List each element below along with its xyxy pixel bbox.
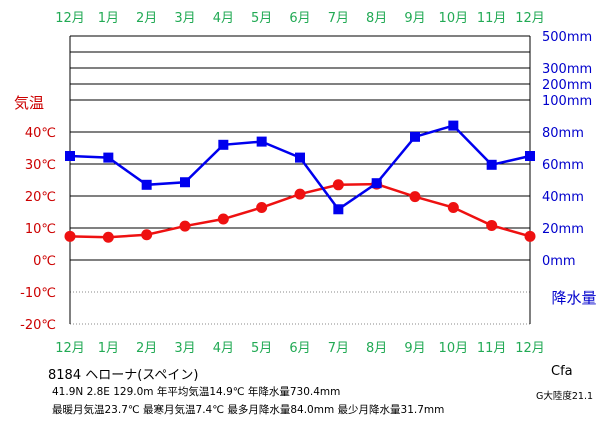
precipitation-point bbox=[486, 159, 497, 170]
precipitation-axis-title: 降水量 bbox=[551, 289, 596, 307]
precipitation-point bbox=[141, 179, 152, 190]
precipitation-point bbox=[65, 151, 75, 161]
precipitation-point bbox=[256, 136, 267, 147]
chart-series bbox=[64, 120, 536, 243]
continentality-index: G大陸度21.1 bbox=[536, 391, 594, 402]
temperature-axis-title: 気温 bbox=[14, 94, 44, 112]
month-label-top: 7月 bbox=[328, 11, 349, 26]
precipitation-point bbox=[333, 204, 344, 215]
month-label-top: 1月 bbox=[98, 11, 119, 26]
temperature-tick-label: 20℃ bbox=[25, 190, 56, 205]
month-label-bottom: 1月 bbox=[98, 341, 119, 356]
precipitation-tick-label: 60mm bbox=[542, 158, 584, 173]
temperature-point bbox=[256, 202, 268, 214]
temperature-point bbox=[447, 202, 459, 214]
temperature-tick-label: 0℃ bbox=[33, 254, 56, 269]
month-label-bottom: 10月 bbox=[439, 341, 469, 356]
month-label-top: 2月 bbox=[136, 11, 157, 26]
temperature-point bbox=[64, 230, 76, 242]
station-name: 8184 ヘローナ(スペイン) bbox=[48, 368, 199, 383]
month-label-bottom: 2月 bbox=[136, 341, 157, 356]
month-label-bottom: 9月 bbox=[404, 341, 425, 356]
temperature-tick-label: -10℃ bbox=[20, 286, 56, 301]
precipitation-point bbox=[103, 152, 114, 163]
month-label-top: 3月 bbox=[174, 11, 195, 26]
top-month-labels: 12月 1月 2月 3月 4月 5月 6月 7月 8月 9月 10月 11月 12月 bbox=[55, 11, 545, 26]
month-label-bottom: 6月 bbox=[289, 341, 310, 356]
temperature-point bbox=[141, 229, 153, 241]
precipitation-tick-label: 300mm bbox=[542, 62, 592, 77]
precipitation-tick-label: 500mm bbox=[542, 30, 592, 45]
precipitation-point bbox=[448, 120, 459, 131]
temperature-point bbox=[179, 220, 191, 232]
precipitation-point bbox=[525, 151, 535, 161]
month-label-bottom: 7月 bbox=[328, 341, 349, 356]
temperature-point bbox=[217, 213, 229, 225]
precipitation-point bbox=[180, 177, 190, 188]
precipitation-tick-label: 20mm bbox=[542, 222, 584, 237]
temperature-point bbox=[486, 219, 498, 231]
temperature-tick-label: 40℃ bbox=[25, 126, 56, 141]
month-label-bottom: 11月 bbox=[477, 341, 507, 356]
station-stats-line-2: 最暖月気温23.7℃ 最寒月気温7.4℃ 最多月降水量84.0mm 最少月降水量… bbox=[52, 404, 445, 416]
bottom-month-labels: 12月 1月 2月 3月 4月 5月 6月 7月 8月 9月 10月 11月 12月 bbox=[55, 341, 545, 356]
precipitation-point bbox=[410, 131, 420, 142]
precipitation-point bbox=[371, 178, 382, 189]
month-label-top: 8月 bbox=[366, 11, 387, 26]
chart-grid bbox=[69, 35, 531, 325]
month-label-bottom: 8月 bbox=[366, 341, 387, 356]
month-label-top: 6月 bbox=[289, 11, 310, 26]
temperature-point bbox=[332, 179, 344, 191]
month-label-top: 10月 bbox=[439, 11, 469, 26]
month-label-top: 9月 bbox=[404, 11, 425, 26]
temperature-axis: 40℃ 30℃ 20℃ 10℃ 0℃ -10℃ -20℃ bbox=[20, 126, 56, 333]
month-label-top: 5月 bbox=[251, 11, 272, 26]
precipitation-tick-label: 100mm bbox=[542, 94, 592, 109]
temperature-tick-label: 10℃ bbox=[25, 222, 56, 237]
precipitation-tick-label: 80mm bbox=[542, 126, 584, 141]
station-stats-line-1: 41.9N 2.8E 129.0m 年平均気温14.9℃ 年降水量730.4mm bbox=[52, 386, 341, 398]
month-label-bottom: 12月 bbox=[55, 341, 85, 356]
month-label-top: 11月 bbox=[477, 11, 507, 26]
precipitation-point bbox=[295, 152, 305, 163]
temperature-point bbox=[524, 230, 536, 242]
precipitation-tick-label: 0mm bbox=[542, 254, 576, 269]
month-label-top: 12月 bbox=[55, 11, 85, 26]
month-label-top: 4月 bbox=[213, 11, 234, 26]
precipitation-tick-label: 40mm bbox=[542, 190, 584, 205]
month-label-top: 12月 bbox=[515, 11, 545, 26]
temperature-point bbox=[409, 191, 421, 203]
temperature-point bbox=[102, 231, 114, 243]
precipitation-point bbox=[218, 139, 229, 150]
climate-code: Cfa bbox=[551, 364, 573, 379]
month-label-bottom: 3月 bbox=[174, 341, 195, 356]
month-label-bottom: 12月 bbox=[515, 341, 545, 356]
precipitation-tick-label: 200mm bbox=[542, 78, 592, 93]
month-label-bottom: 5月 bbox=[251, 341, 272, 356]
temperature-tick-label: -20℃ bbox=[20, 318, 56, 333]
temperature-point bbox=[294, 188, 306, 200]
temperature-tick-label: 30℃ bbox=[25, 158, 56, 173]
month-label-bottom: 4月 bbox=[213, 341, 234, 356]
